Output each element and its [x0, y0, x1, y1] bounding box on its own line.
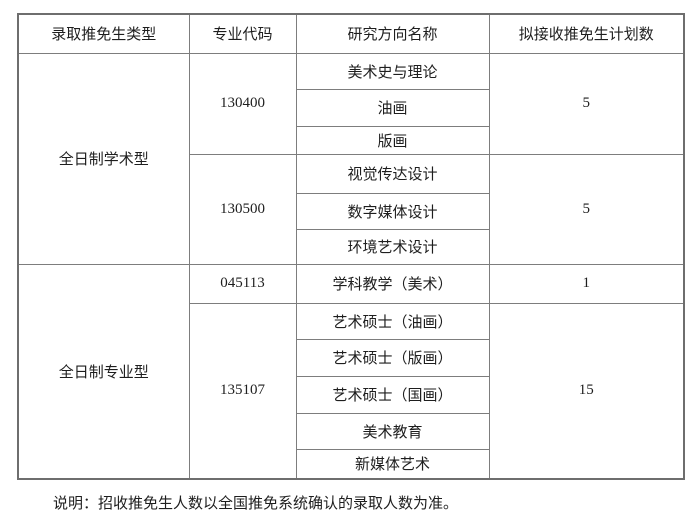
direction-cell: 艺术硕士（国画） [295, 375, 490, 414]
code-cell-045113: 045113 [188, 263, 297, 304]
col-header-major-code: 专业代码 [188, 13, 297, 54]
header-row: 录取推免生类型 专业代码 研究方向名称 拟接收推免生计划数 [17, 13, 685, 54]
direction-cell: 视觉传达设计 [295, 153, 490, 194]
quota-cell: 15 [488, 302, 685, 480]
table-row: 美术教育 [18, 412, 684, 450]
quota-cell: 5 [488, 52, 685, 155]
table-row: 全日制专业型 045113 学科教学（美术） 1 [17, 263, 685, 480]
type-cell-professional: 全日制专业型 [17, 263, 190, 480]
direction-cell: 艺术硕士（版画） [295, 338, 490, 377]
table-row: 艺术硕士（国画） [18, 375, 684, 414]
direction-cell: 油画 [295, 88, 490, 127]
direction-cell: 环境艺术设计 [295, 228, 490, 265]
direction-cell: 艺术硕士（油画） [295, 302, 490, 340]
code-cell-130500: 130500 [188, 153, 297, 265]
type-cell-academic: 全日制学术型 [17, 52, 190, 265]
direction-cell: 美术教育 [295, 412, 490, 450]
table-row: 数字媒体设计 [18, 192, 684, 230]
table-row: 全日制学术型 130400 美术史与理论 5 [17, 52, 685, 265]
col-header-research-direction: 研究方向名称 [295, 13, 490, 54]
quota-cell: 5 [488, 153, 685, 265]
direction-cell: 学科教学（美术） [295, 263, 490, 304]
direction-cell: 新媒体艺术 [295, 448, 490, 480]
admission-quota-table: 录取推免生类型 专业代码 研究方向名称 拟接收推免生计划数 全日制学术型 130… [17, 13, 685, 480]
table-row: 油画 [18, 88, 684, 127]
code-cell-130400: 130400 [188, 52, 297, 155]
note-text: 说明：招收推免生人数以全国推免系统确认的录取人数为准。 [53, 496, 459, 512]
quota-cell: 1 [488, 263, 685, 304]
col-header-admission-type: 录取推免生类型 [17, 13, 190, 54]
direction-cell: 美术史与理论 [295, 52, 490, 90]
table-row: 环境艺术设计 [18, 228, 684, 265]
table-row: 版画 [18, 125, 684, 155]
direction-cell: 版画 [295, 125, 490, 155]
table-row: 135107 艺术硕士（油画） 15 [18, 302, 685, 480]
code-cell-135107: 135107 [188, 302, 297, 480]
direction-cell: 数字媒体设计 [295, 192, 490, 230]
table-row: 新媒体艺术 [18, 448, 684, 480]
col-header-planned-quota: 拟接收推免生计划数 [488, 13, 685, 54]
